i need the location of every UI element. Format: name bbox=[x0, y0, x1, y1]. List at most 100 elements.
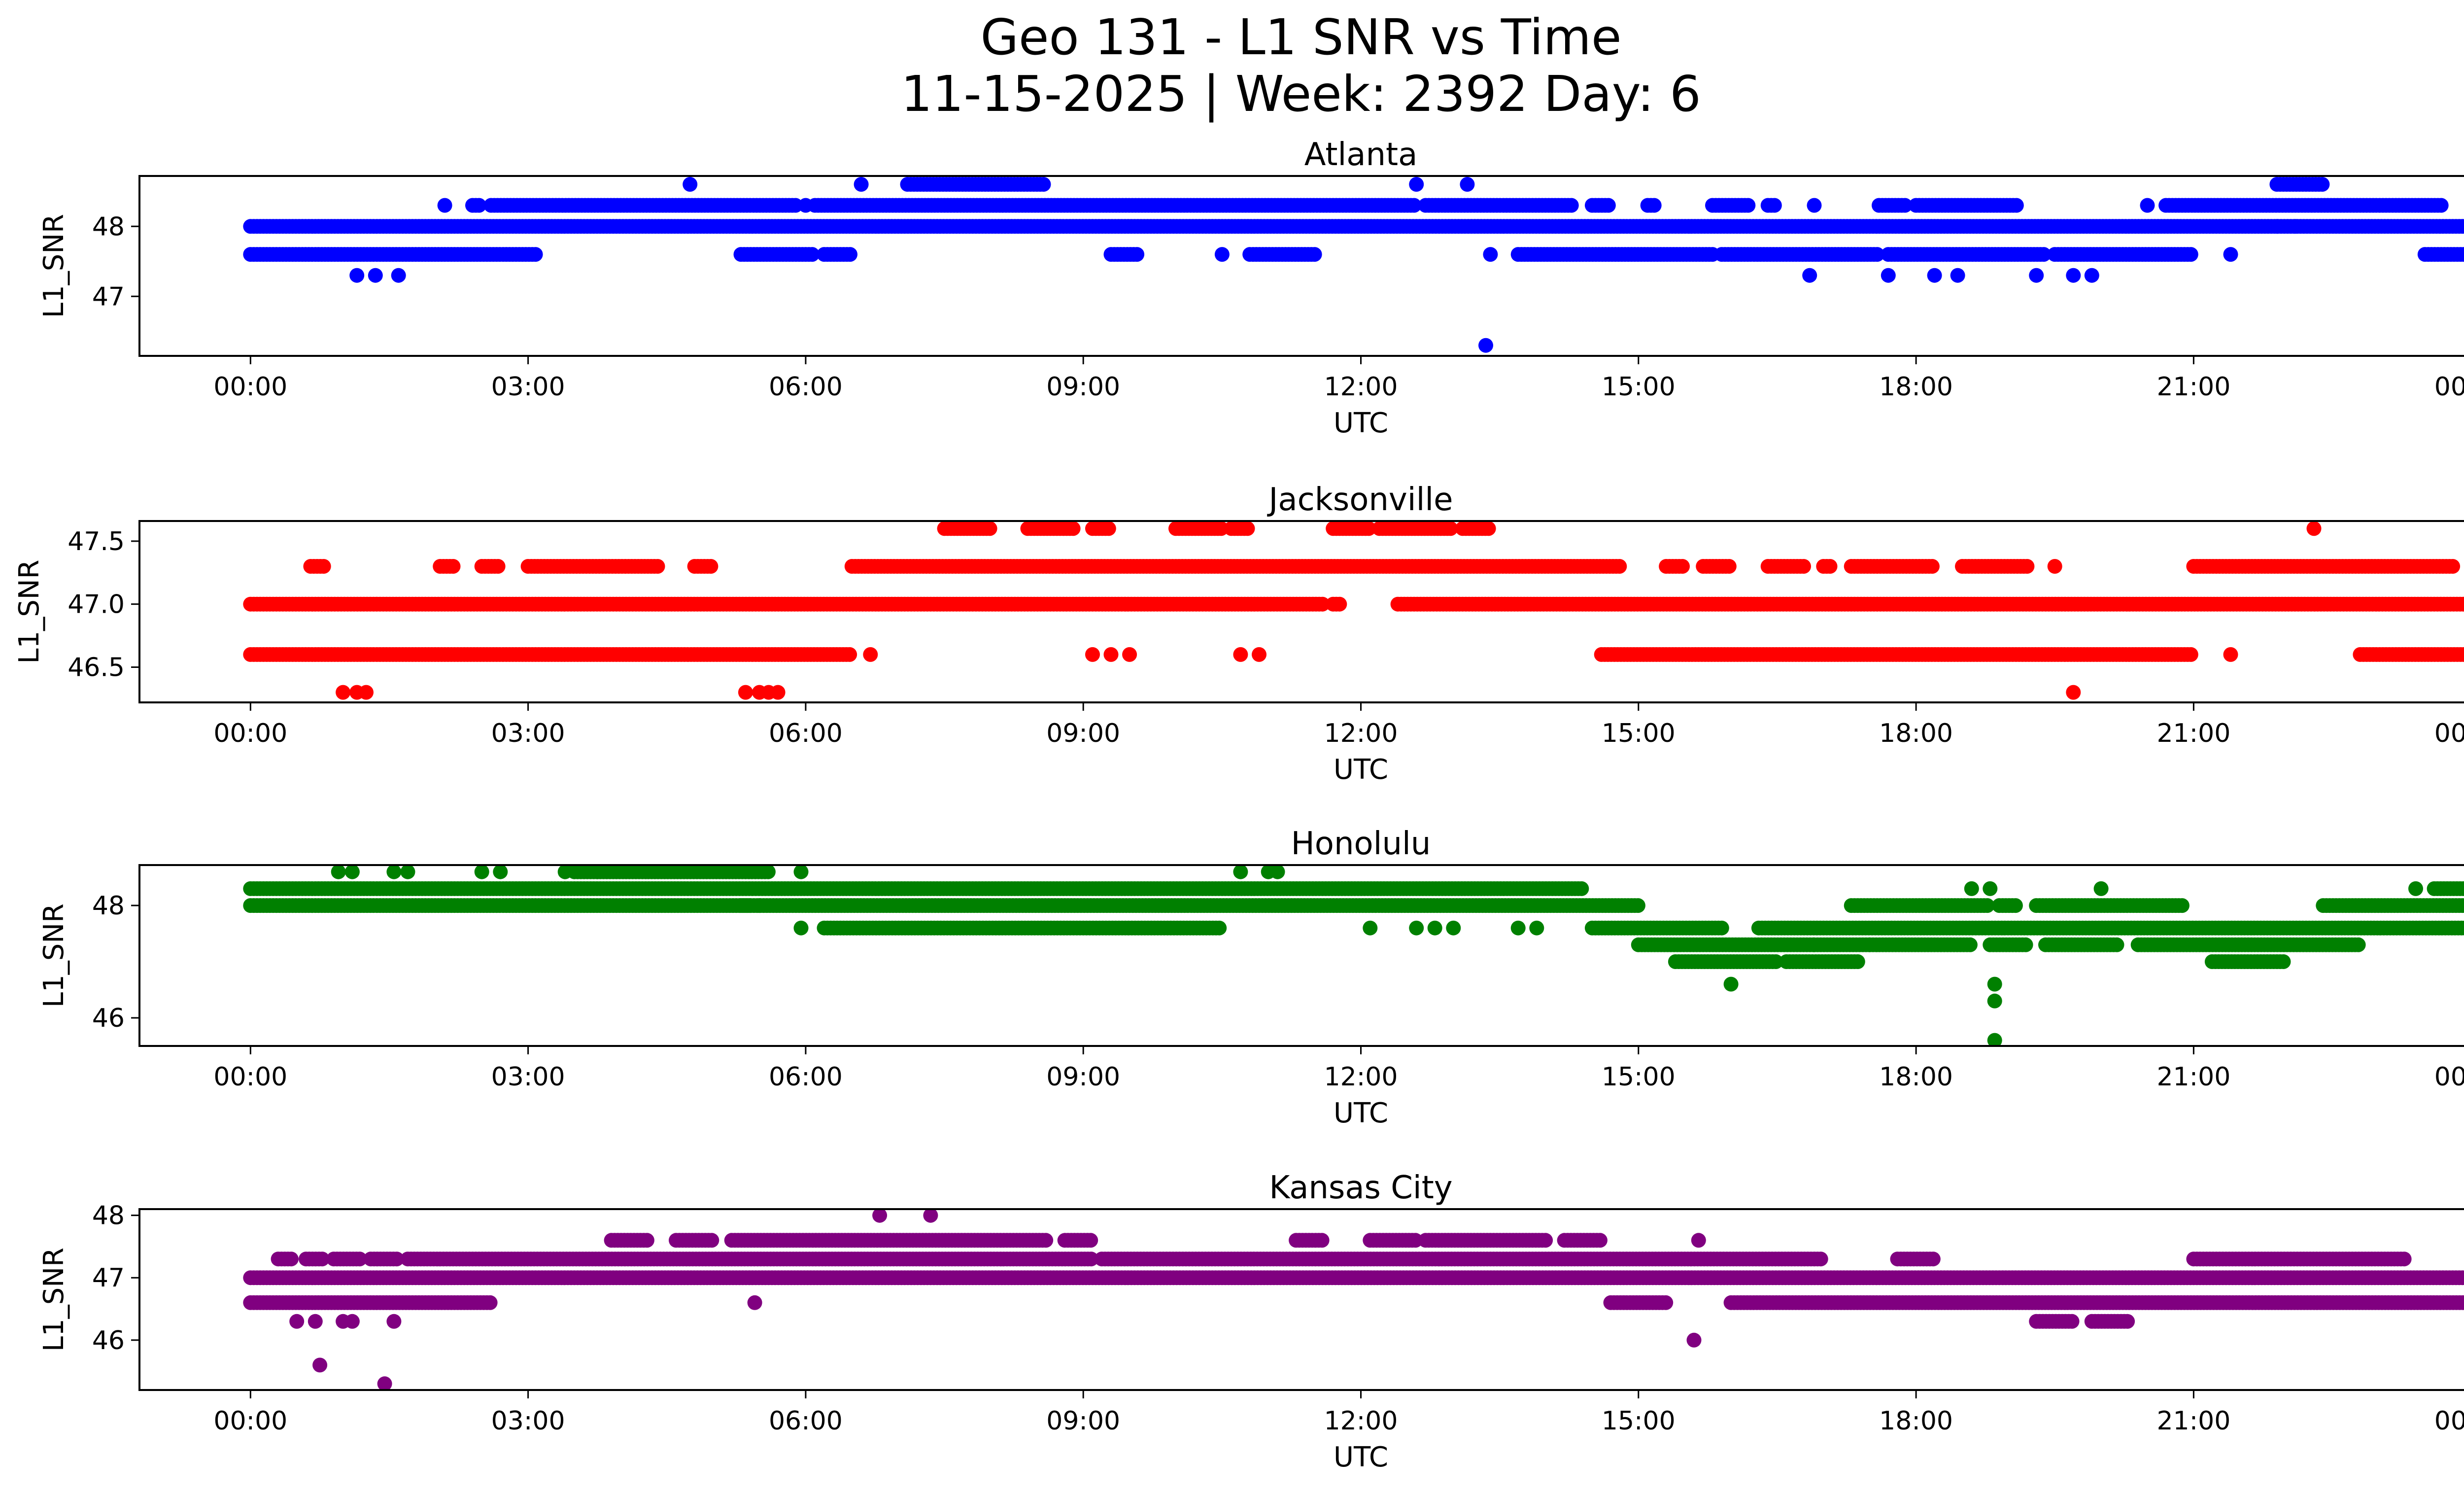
data-point bbox=[2460, 247, 2464, 261]
data-point bbox=[359, 685, 374, 700]
data-point bbox=[1881, 268, 1896, 283]
x-tick-label: 06:00 bbox=[769, 372, 843, 402]
data-point bbox=[2183, 247, 2198, 262]
data-point bbox=[1307, 247, 1322, 262]
data-point bbox=[760, 865, 776, 879]
y-tick-label: 46.5 bbox=[68, 653, 125, 682]
data-point bbox=[738, 685, 753, 700]
data-point bbox=[1714, 920, 1729, 936]
x-tick-label: 12:00 bbox=[1324, 372, 1398, 402]
data-point bbox=[472, 198, 487, 213]
data-point bbox=[2223, 247, 2238, 262]
data-point bbox=[1332, 596, 1347, 612]
data-point bbox=[368, 268, 383, 283]
data-point bbox=[1802, 268, 1817, 283]
data-point bbox=[2315, 177, 2330, 192]
data-point bbox=[1443, 521, 1458, 536]
data-point bbox=[2140, 198, 2155, 213]
data-point bbox=[2276, 954, 2291, 969]
data-point bbox=[2029, 268, 2044, 283]
data-point bbox=[843, 247, 857, 262]
data-point bbox=[1214, 247, 1230, 262]
data-point bbox=[770, 685, 786, 700]
data-point bbox=[1233, 647, 1248, 662]
data-point bbox=[863, 647, 878, 662]
data-point bbox=[316, 559, 331, 574]
data-point bbox=[1460, 177, 1475, 192]
data-point bbox=[1036, 177, 1051, 192]
data-point bbox=[490, 559, 506, 574]
x-tick-label: 18:00 bbox=[1879, 719, 1953, 748]
data-point bbox=[1129, 247, 1145, 262]
data-point bbox=[1796, 559, 1811, 574]
data-point bbox=[2066, 685, 2081, 700]
data-point bbox=[842, 647, 857, 662]
subplot-title: Honolulu bbox=[1291, 826, 1431, 862]
data-point bbox=[1122, 647, 1137, 662]
data-point bbox=[1240, 521, 1255, 536]
data-point bbox=[1850, 954, 1865, 969]
data-point bbox=[2462, 221, 2464, 232]
data-point bbox=[650, 559, 665, 574]
data-point bbox=[1822, 559, 1838, 574]
y-axis-label: L1_SNR bbox=[38, 214, 70, 318]
x-tick-label: 00:00 bbox=[213, 719, 287, 748]
scatter-series-honolulu bbox=[243, 865, 2464, 1046]
data-point bbox=[1564, 198, 1579, 213]
data-point bbox=[2460, 648, 2464, 661]
y-tick-label: 47.5 bbox=[68, 527, 125, 556]
y-tick-label: 47 bbox=[92, 282, 125, 312]
data-point bbox=[437, 198, 452, 213]
x-axis: 00:00 03:00 06:00 09:00 12:00 15:00 18:00 21:00… bbox=[213, 356, 2464, 439]
data-point bbox=[1950, 268, 1965, 283]
data-point bbox=[2463, 651, 2464, 659]
y-axis-label: L1_SNR bbox=[13, 559, 45, 663]
data-point bbox=[683, 177, 698, 192]
x-axis: 00:00 03:00 06:00 09:00 12:00 15:00 18:00 21:00… bbox=[213, 702, 2464, 786]
x-tick-label: 15:00 bbox=[1602, 372, 1676, 402]
data-point bbox=[2066, 268, 2081, 283]
x-tick-label: 15:00 bbox=[1602, 719, 1676, 748]
data-point bbox=[1962, 937, 1978, 952]
data-point bbox=[2019, 559, 2035, 574]
data-point bbox=[2351, 937, 2366, 952]
data-point bbox=[1870, 247, 1885, 262]
figure-subtitle: 11-15-2025 | Week: 2392 Day: 6 bbox=[901, 65, 1701, 123]
data-point bbox=[1630, 898, 1645, 913]
data-point bbox=[854, 177, 869, 192]
data-point bbox=[2462, 599, 2464, 609]
figure-title: Geo 131 - L1 SNR vs Time bbox=[981, 8, 1622, 66]
data-point bbox=[703, 559, 719, 574]
data-point bbox=[528, 247, 543, 262]
data-point bbox=[2109, 937, 2124, 952]
data-point bbox=[1409, 177, 1424, 192]
data-point bbox=[1741, 198, 1756, 213]
data-point bbox=[1481, 521, 1496, 536]
data-point bbox=[1807, 198, 1822, 213]
data-point bbox=[1924, 559, 1940, 574]
x-tick-label: 12:00 bbox=[1324, 719, 1398, 748]
data-point bbox=[788, 198, 803, 213]
data-point bbox=[2008, 898, 2023, 913]
data-point bbox=[2288, 219, 2303, 234]
data-point bbox=[1646, 198, 1662, 213]
x-tick-label: 21:00 bbox=[2156, 719, 2230, 748]
data-point bbox=[1483, 247, 1498, 262]
data-point bbox=[1361, 521, 1376, 536]
x-tick-label: 00:00 bbox=[2434, 719, 2464, 748]
data-point bbox=[1601, 198, 1616, 213]
scatter-series-atlanta bbox=[243, 177, 2464, 353]
data-point bbox=[391, 268, 406, 283]
x-tick-label: 09:00 bbox=[1046, 719, 1120, 748]
x-axis-label: UTC bbox=[1334, 407, 1388, 439]
data-point bbox=[2018, 937, 2033, 952]
x-tick-label: 09:00 bbox=[1046, 372, 1120, 402]
x-tick-label: 00:00 bbox=[213, 372, 287, 402]
x-tick-label: 21:00 bbox=[2156, 372, 2230, 402]
data-point bbox=[1897, 198, 1913, 213]
